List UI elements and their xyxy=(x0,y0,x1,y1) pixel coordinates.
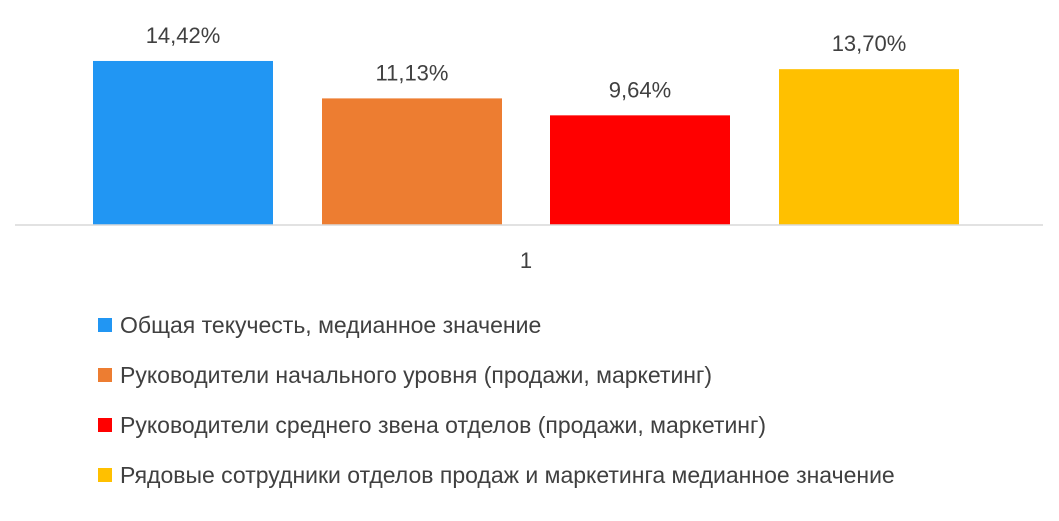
bar xyxy=(550,115,730,225)
data-label: 11,13% xyxy=(376,60,449,85)
legend-item: Рядовые сотрудники отделов продаж и марк… xyxy=(98,450,895,500)
legend-label: Рядовые сотрудники отделов продаж и марк… xyxy=(120,461,895,488)
legend-label: Руководители среднего звена отделов (про… xyxy=(120,411,767,438)
legend-swatch xyxy=(98,468,112,482)
legend-swatch xyxy=(98,318,112,332)
bar-chart: 14,42% 11,13% 9,64% 13,70% 1 xyxy=(15,23,1043,273)
bar xyxy=(322,98,502,225)
legend-label: Общая текучесть, медианное значение xyxy=(120,311,542,338)
bar xyxy=(93,60,273,225)
data-label: 9,64% xyxy=(609,77,671,102)
legend-swatch xyxy=(98,418,112,432)
x-tick-label: 1 xyxy=(520,248,532,273)
legend-label: Руководители начального уровня (продажи,… xyxy=(120,361,713,388)
data-label: 13,70% xyxy=(832,31,907,56)
legend-swatch xyxy=(98,368,112,382)
legend: Общая текучесть, медианное значение Руко… xyxy=(98,300,895,500)
legend-item: Руководители среднего звена отделов (про… xyxy=(98,400,895,450)
legend-item: Общая текучесть, медианное значение xyxy=(98,300,895,350)
bar xyxy=(779,69,959,225)
bars-group xyxy=(93,60,959,225)
data-label: 14,42% xyxy=(146,23,221,48)
legend-item: Руководители начального уровня (продажи,… xyxy=(98,350,895,400)
data-labels-group: 14,42% 11,13% 9,64% 13,70% xyxy=(146,23,907,102)
